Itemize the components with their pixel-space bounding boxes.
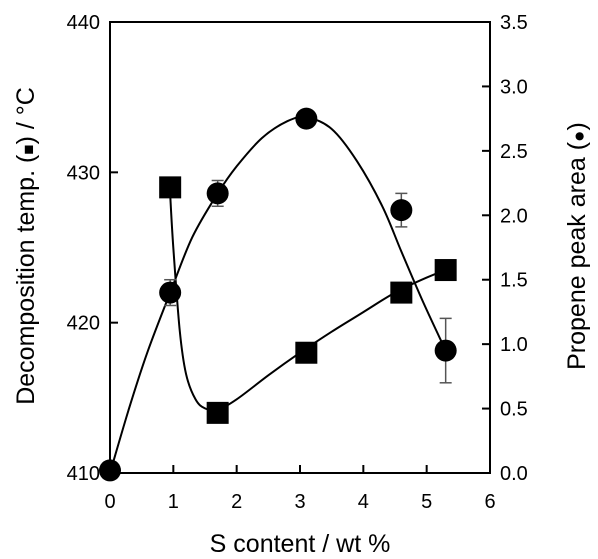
circle-point xyxy=(434,339,457,362)
left-y-tick-label: 430 xyxy=(67,162,100,184)
x-axis-ticks: 0 1 2 3 4 5 6 xyxy=(104,465,496,513)
left-y-axis-ticks: 410 420 430 440 xyxy=(67,12,118,485)
right-y-axis-ticks: 0.0 0.5 1.0 1.5 2.0 2.5 3.0 3.5 xyxy=(482,12,528,485)
square-point xyxy=(295,341,318,364)
left-y-tick-label: 410 xyxy=(67,463,100,485)
x-tick-label: 3 xyxy=(294,491,305,513)
right-y-tick-label: 1.0 xyxy=(500,334,528,356)
right-y-tick-label: 3.0 xyxy=(500,76,528,98)
decomposition-temp-fit-curve xyxy=(169,194,447,412)
square-point xyxy=(390,281,413,304)
x-tick-label: 0 xyxy=(104,491,115,513)
propene-area-fit-curve xyxy=(109,115,447,474)
square-point xyxy=(159,176,182,199)
square-marker-key: ■ xyxy=(19,144,38,154)
x-tick-label: 1 xyxy=(168,491,179,513)
x-tick-label: 6 xyxy=(484,491,495,513)
circle-point xyxy=(159,281,182,304)
x-axis-title: S content / wt % xyxy=(210,530,391,558)
plot-frame xyxy=(109,21,491,474)
square-point xyxy=(434,259,457,282)
left-y-tick-label: 420 xyxy=(67,313,100,335)
circle-point xyxy=(295,107,318,130)
right-y-tick-label: 3.5 xyxy=(500,12,528,34)
square-point xyxy=(206,401,229,424)
circle-point xyxy=(206,182,229,205)
data-markers xyxy=(99,107,457,482)
x-tick-label: 5 xyxy=(421,491,432,513)
x-tick-label: 4 xyxy=(358,491,369,513)
left-y-axis-title: Decomposition temp. (■) / °C xyxy=(12,87,40,405)
circle-marker-key: ● xyxy=(569,130,590,141)
right-y-tick-label: 2.5 xyxy=(500,141,528,163)
left-y-tick-label: 440 xyxy=(67,12,100,34)
right-y-tick-label: 2.0 xyxy=(500,205,528,227)
circle-point xyxy=(99,459,121,482)
x-tick-label: 2 xyxy=(231,491,242,513)
right-y-tick-label: 0.0 xyxy=(500,463,528,485)
right-y-axis-title: Propene peak area (●) xyxy=(563,122,591,370)
fit-curves xyxy=(109,115,447,474)
circle-point xyxy=(390,199,413,222)
right-y-tick-label: 0.5 xyxy=(500,399,528,421)
right-y-tick-label: 1.5 xyxy=(500,270,528,292)
